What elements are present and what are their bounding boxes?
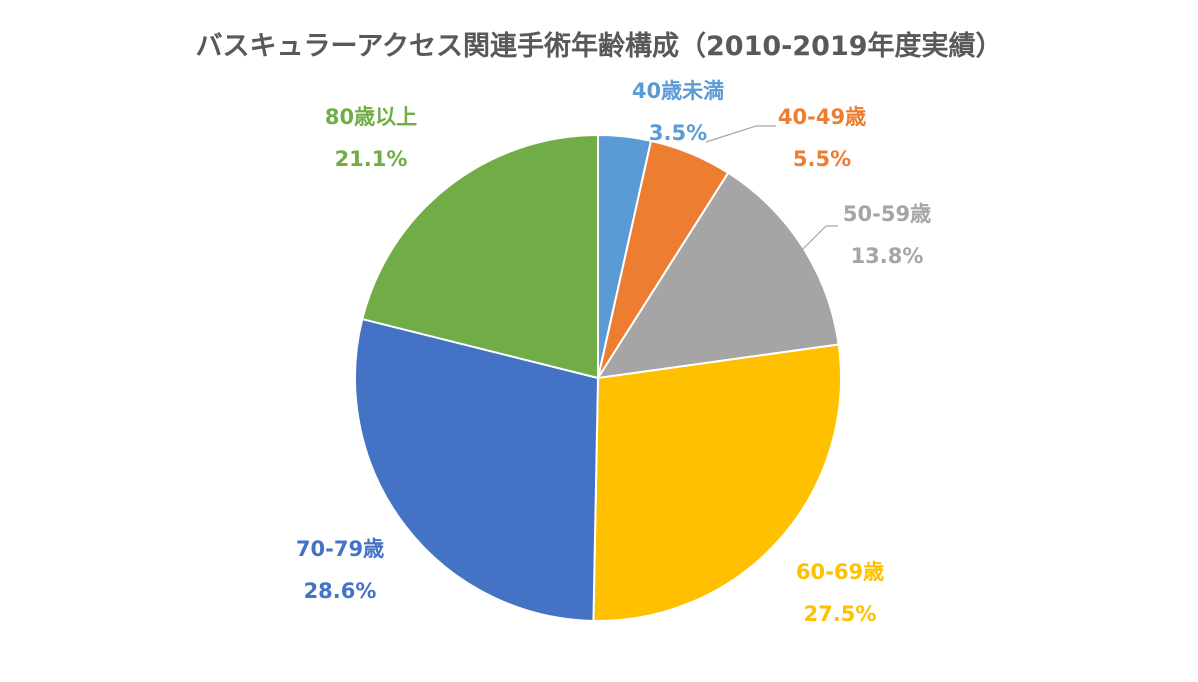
slice-category-label: 40歳未満 bbox=[632, 79, 724, 103]
chart-title: バスキュラーアクセス関連手術年齢構成（2010-2019年度実績） bbox=[195, 30, 1002, 62]
pie-slice-5 bbox=[354, 317, 600, 622]
data-labels: 40歳未満 3.5% 40-49歳 5.5% 50-59歳 13.8% 60-69歳 27.5… bbox=[296, 79, 931, 626]
slice-category-label: 40-49歳 bbox=[778, 105, 866, 129]
slice-value-label: 28.6% bbox=[304, 579, 377, 603]
leader-line bbox=[705, 125, 776, 143]
slice-value-label: 3.5% bbox=[649, 121, 707, 145]
slice-category-label: 80歳以上 bbox=[325, 105, 417, 129]
slice-value-label: 5.5% bbox=[793, 147, 851, 171]
slice-value-label: 13.8% bbox=[851, 244, 924, 268]
pie-slice-6 bbox=[361, 133, 599, 380]
pie-slices bbox=[354, 133, 842, 622]
pie-slice-4 bbox=[592, 343, 842, 622]
leader-line bbox=[799, 225, 838, 253]
leader-lines bbox=[705, 125, 838, 253]
slice-category-label: 60-69歳 bbox=[796, 560, 884, 584]
slice-value-label: 27.5% bbox=[804, 602, 877, 626]
slice-value-label: 21.1% bbox=[335, 147, 408, 171]
pie-slice-3 bbox=[595, 171, 840, 380]
slice-category-label: 50-59歳 bbox=[843, 202, 931, 226]
slice-category-label: 70-79歳 bbox=[296, 537, 384, 561]
